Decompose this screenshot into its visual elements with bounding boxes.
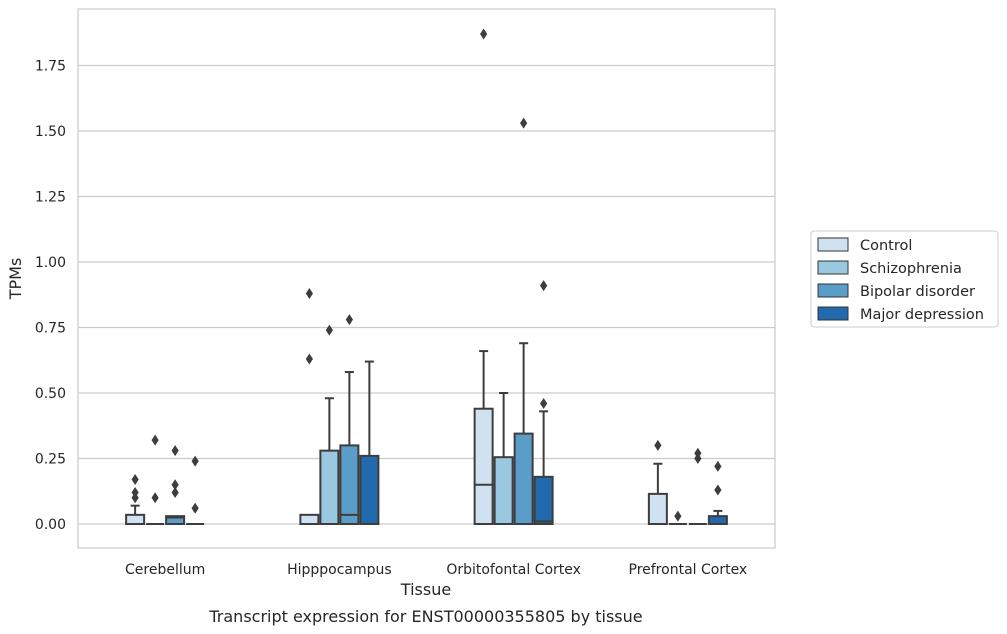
y-axis-label: TPMs [6,258,25,301]
gridlines [78,64,775,525]
box-rect-1-1 [319,449,340,526]
outlier-2-3-1 [540,397,548,409]
legend-label-3: Major depression [860,307,984,323]
box-1-1 [319,324,340,526]
outlier-0-2-0 [171,445,179,457]
legend-label-1: Schizophrenia [860,261,962,277]
box-rect-2-2 [513,432,534,525]
outlier-1-2-0 [345,314,353,326]
outlier-2-2-0 [520,117,528,129]
outlier-3-3-0 [714,460,722,472]
box-rect-0-0 [125,513,146,526]
plot-frame [77,8,776,549]
box-rect-2-1 [493,456,514,525]
legend-swatch-3 [817,306,849,321]
box-rect-2-3 [533,475,554,525]
box-rect-3-0 [647,492,668,525]
y-tick-label-4: 1.00 [35,255,66,271]
box-rect-0-2 [165,515,186,526]
box-rect-3-3 [707,515,728,526]
x-tick-label-3: Prefrontal Cortex [629,562,748,578]
x-tick-label-1: Hipppocampus [287,562,392,578]
box-2-3 [533,280,554,525]
legend-swatch-0 [817,237,849,252]
y-tick-label-3: 0.75 [35,321,66,337]
chart-caption: Transcript expression for ENST0000035580… [208,607,642,626]
outlier-3-2-1 [694,453,702,464]
outlier-3-0-0 [654,439,662,451]
outlier-3-1-0 [674,510,682,522]
box-2-1 [493,392,514,525]
outlier-2-3-0 [540,280,548,292]
x-axis-label: Tissue [400,580,451,599]
box-2-0 [473,28,494,525]
outlier-1-0-0 [305,287,313,299]
box-rect-1-3 [359,454,380,526]
y-tick-label-5: 1.25 [35,190,66,206]
legend-label-0: Control [860,238,912,254]
box-1-0 [299,287,320,526]
box-0-2 [165,445,186,526]
outlier-0-0-2 [131,492,139,504]
y-tick-label-7: 1.75 [35,59,66,75]
y-tick-label-1: 0.25 [35,452,66,468]
box-3-2 [688,447,707,525]
x-tick-label-2: Orbitofontal Cortex [446,562,581,578]
box-rect-1-2 [339,444,360,525]
box-3-1 [668,510,687,525]
outlier-3-3-1 [714,484,722,496]
outlier-0-2-2 [171,487,179,499]
outlier-2-0-0 [480,28,488,40]
box-3-3 [707,460,728,526]
x-tick-label-0: Cerebellum [125,562,205,578]
y-axis-ticks: 0.00 0.25 0.50 0.75 1.00 1.25 1.50 1.75 [35,59,66,534]
y-tick-label-2: 0.50 [35,386,66,402]
outlier-0-2-1 [171,479,179,491]
box-2-2 [513,117,534,525]
box-3-0 [647,439,668,525]
box-rect-1-0 [299,513,320,526]
y-tick-label-0: 0.00 [35,517,66,533]
outlier-0-3-1 [191,502,199,514]
legend: Control Schizophrenia Bipolar disorder Majo… [810,230,999,328]
outlier-0-1-1 [151,492,159,504]
box-1-3 [359,360,380,526]
outlier-0-0-0 [131,473,139,485]
y-tick-label-6: 1.50 [35,124,66,140]
box-0-1 [146,434,165,525]
legend-swatch-2 [817,283,849,298]
outlier-0-1-0 [151,434,159,446]
box-1-2 [339,314,360,525]
box-plots [125,28,728,526]
outlier-0-3-0 [191,455,199,467]
legend-swatch-1 [817,260,849,275]
legend-frame [810,230,999,328]
box-0-3 [186,455,205,525]
outlier-1-0-1 [305,353,313,365]
outlier-1-1-0 [325,324,333,336]
box-rect-2-0 [473,407,494,525]
legend-label-2: Bipolar disorder [860,284,975,300]
box-0-0 [125,473,146,526]
x-axis-ticks: Cerebellum Hipppocampus Orbitofontal Corte… [125,562,747,578]
